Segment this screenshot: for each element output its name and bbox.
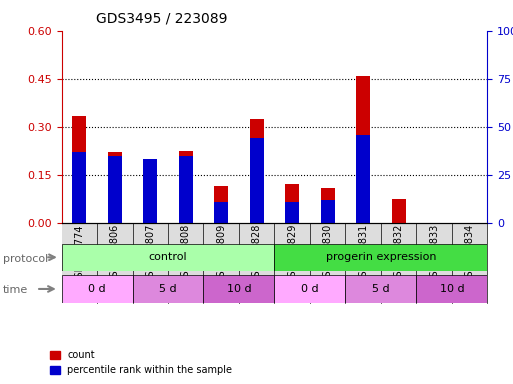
FancyBboxPatch shape bbox=[62, 275, 132, 303]
FancyBboxPatch shape bbox=[274, 244, 487, 271]
Bar bbox=[321, 187, 335, 223]
Bar bbox=[214, 202, 228, 223]
Bar bbox=[204, 223, 239, 303]
Text: GDS3495 / 223089: GDS3495 / 223089 bbox=[95, 12, 227, 25]
FancyBboxPatch shape bbox=[417, 275, 487, 303]
Bar bbox=[143, 167, 157, 223]
Text: 5 d: 5 d bbox=[372, 284, 390, 294]
Bar bbox=[345, 223, 381, 303]
Bar bbox=[214, 186, 228, 223]
Bar bbox=[108, 152, 122, 223]
Text: control: control bbox=[149, 252, 187, 262]
Bar bbox=[452, 223, 487, 303]
Bar bbox=[179, 151, 193, 223]
Bar bbox=[168, 223, 204, 303]
Text: 0 d: 0 d bbox=[88, 284, 106, 294]
Bar bbox=[72, 152, 86, 223]
Bar bbox=[250, 138, 264, 223]
Text: 10 d: 10 d bbox=[440, 284, 464, 294]
FancyBboxPatch shape bbox=[132, 275, 204, 303]
Text: 0 d: 0 d bbox=[301, 284, 319, 294]
Bar bbox=[62, 223, 97, 303]
Bar bbox=[310, 223, 345, 303]
FancyBboxPatch shape bbox=[345, 275, 417, 303]
FancyBboxPatch shape bbox=[274, 275, 345, 303]
FancyBboxPatch shape bbox=[62, 244, 274, 271]
Bar bbox=[108, 156, 122, 223]
Text: protocol: protocol bbox=[3, 254, 48, 264]
Bar bbox=[356, 135, 370, 223]
Bar bbox=[274, 223, 310, 303]
Bar bbox=[417, 223, 452, 303]
Text: progerin expression: progerin expression bbox=[326, 252, 436, 262]
Bar bbox=[72, 116, 86, 223]
Legend: count, percentile rank within the sample: count, percentile rank within the sample bbox=[46, 346, 236, 379]
Text: 5 d: 5 d bbox=[159, 284, 177, 294]
Text: time: time bbox=[3, 285, 28, 295]
FancyBboxPatch shape bbox=[204, 275, 274, 303]
Bar bbox=[250, 119, 264, 223]
Bar bbox=[381, 223, 417, 303]
Bar bbox=[285, 184, 299, 223]
Bar bbox=[143, 159, 157, 223]
Bar bbox=[97, 223, 132, 303]
Bar bbox=[285, 202, 299, 223]
Bar bbox=[132, 223, 168, 303]
Bar bbox=[321, 200, 335, 223]
Bar bbox=[391, 199, 406, 223]
Bar bbox=[239, 223, 274, 303]
Text: 10 d: 10 d bbox=[227, 284, 251, 294]
Bar bbox=[179, 156, 193, 223]
Bar bbox=[356, 76, 370, 223]
